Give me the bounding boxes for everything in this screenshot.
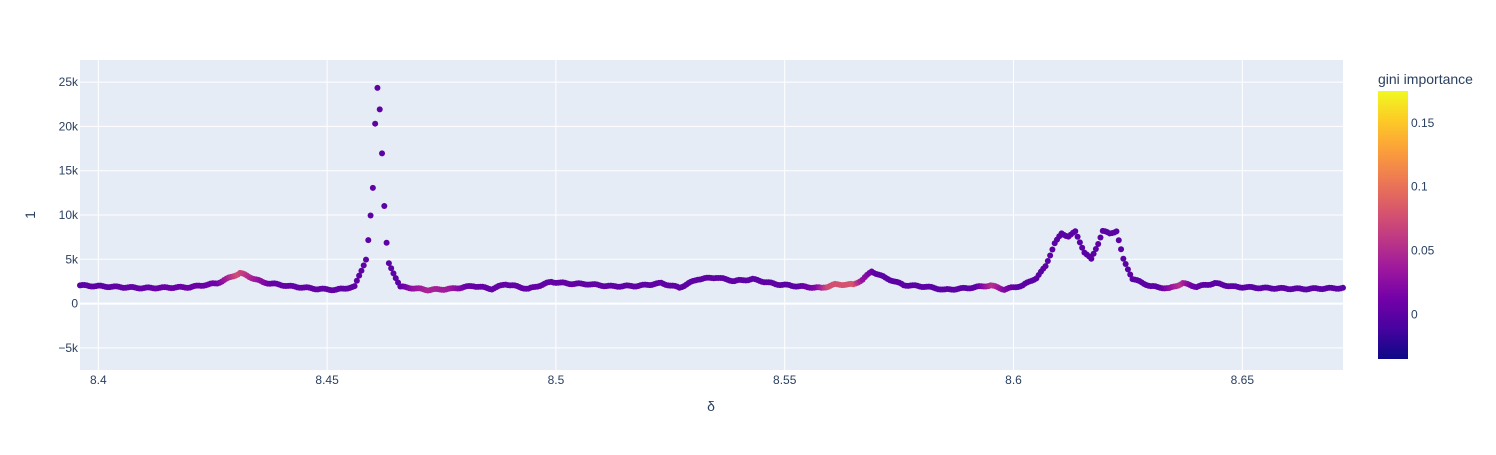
data-point: [1090, 250, 1097, 257]
data-point: [376, 106, 383, 113]
data-point: [1095, 240, 1102, 247]
y-axis-title: 1: [22, 211, 38, 219]
data-point: [1113, 228, 1120, 235]
data-point: [379, 150, 386, 157]
axis-layer: 8.4 8.45 8.5 8.55 8.6 8.65 −5k 0 5k 10k 15k 20k 25k: [58, 75, 1254, 387]
data-point: [1124, 266, 1131, 273]
data-point: [390, 270, 397, 277]
data-point: [374, 84, 381, 91]
colorbar-title: gini importance: [1378, 71, 1473, 87]
data-point: [1042, 263, 1049, 270]
colorbar-tick-label: 0.1: [1411, 180, 1428, 194]
data-point: [381, 202, 388, 209]
colorbar-tick-label: 0.15: [1411, 116, 1435, 130]
data-point: [1074, 233, 1081, 240]
x-tick-label: 8.5: [548, 373, 565, 387]
data-point: [363, 256, 370, 263]
data-point: [367, 212, 374, 219]
data-point: [1088, 255, 1095, 262]
data-point: [351, 283, 358, 290]
data-point: [1115, 237, 1122, 244]
x-tick-label: 8.65: [1231, 373, 1255, 387]
colorbar: gini importance 0 0.05 0.1 0.15: [1378, 71, 1473, 359]
data-point: [1076, 239, 1083, 246]
data-point: [360, 262, 367, 269]
y-tick-label: −5k: [58, 341, 79, 355]
data-point: [385, 260, 392, 267]
x-tick-label: 8.45: [315, 373, 339, 387]
data-point: [372, 120, 379, 127]
x-tick-label: 8.4: [90, 373, 107, 387]
y-tick-label: 10k: [59, 208, 79, 222]
x-tick-label: 8.6: [1005, 373, 1022, 387]
data-point: [1118, 246, 1125, 253]
data-point: [1047, 252, 1054, 259]
x-tick-label: 8.55: [773, 373, 797, 387]
data-point: [383, 239, 390, 246]
data-point: [1097, 234, 1104, 241]
points-layer: [77, 84, 1346, 294]
data-point: [1120, 255, 1127, 262]
data-point: [1044, 257, 1051, 264]
data-point: [388, 265, 395, 272]
data-point: [1122, 261, 1129, 267]
data-point: [1092, 246, 1099, 253]
colorbar-gradient: [1378, 91, 1408, 359]
data-point: [358, 267, 365, 274]
y-tick-label: 0: [71, 297, 78, 311]
y-tick-label: 20k: [59, 119, 79, 133]
data-point: [1079, 244, 1086, 251]
data-point: [1340, 284, 1346, 291]
x-axis-title: δ: [707, 398, 715, 414]
y-tick-label: 15k: [59, 164, 79, 178]
data-point: [353, 277, 360, 284]
data-point: [365, 237, 372, 244]
data-point: [1127, 271, 1134, 278]
colorbar-tick-label: 0.05: [1411, 244, 1435, 258]
colorbar-tick-label: 0: [1411, 307, 1418, 321]
data-point: [1049, 246, 1056, 253]
data-point: [356, 272, 363, 279]
data-point: [1072, 228, 1079, 235]
y-tick-label: 25k: [59, 75, 79, 89]
y-tick-label: 5k: [65, 252, 79, 266]
data-point: [369, 184, 376, 191]
grid-layer: [80, 60, 1343, 370]
